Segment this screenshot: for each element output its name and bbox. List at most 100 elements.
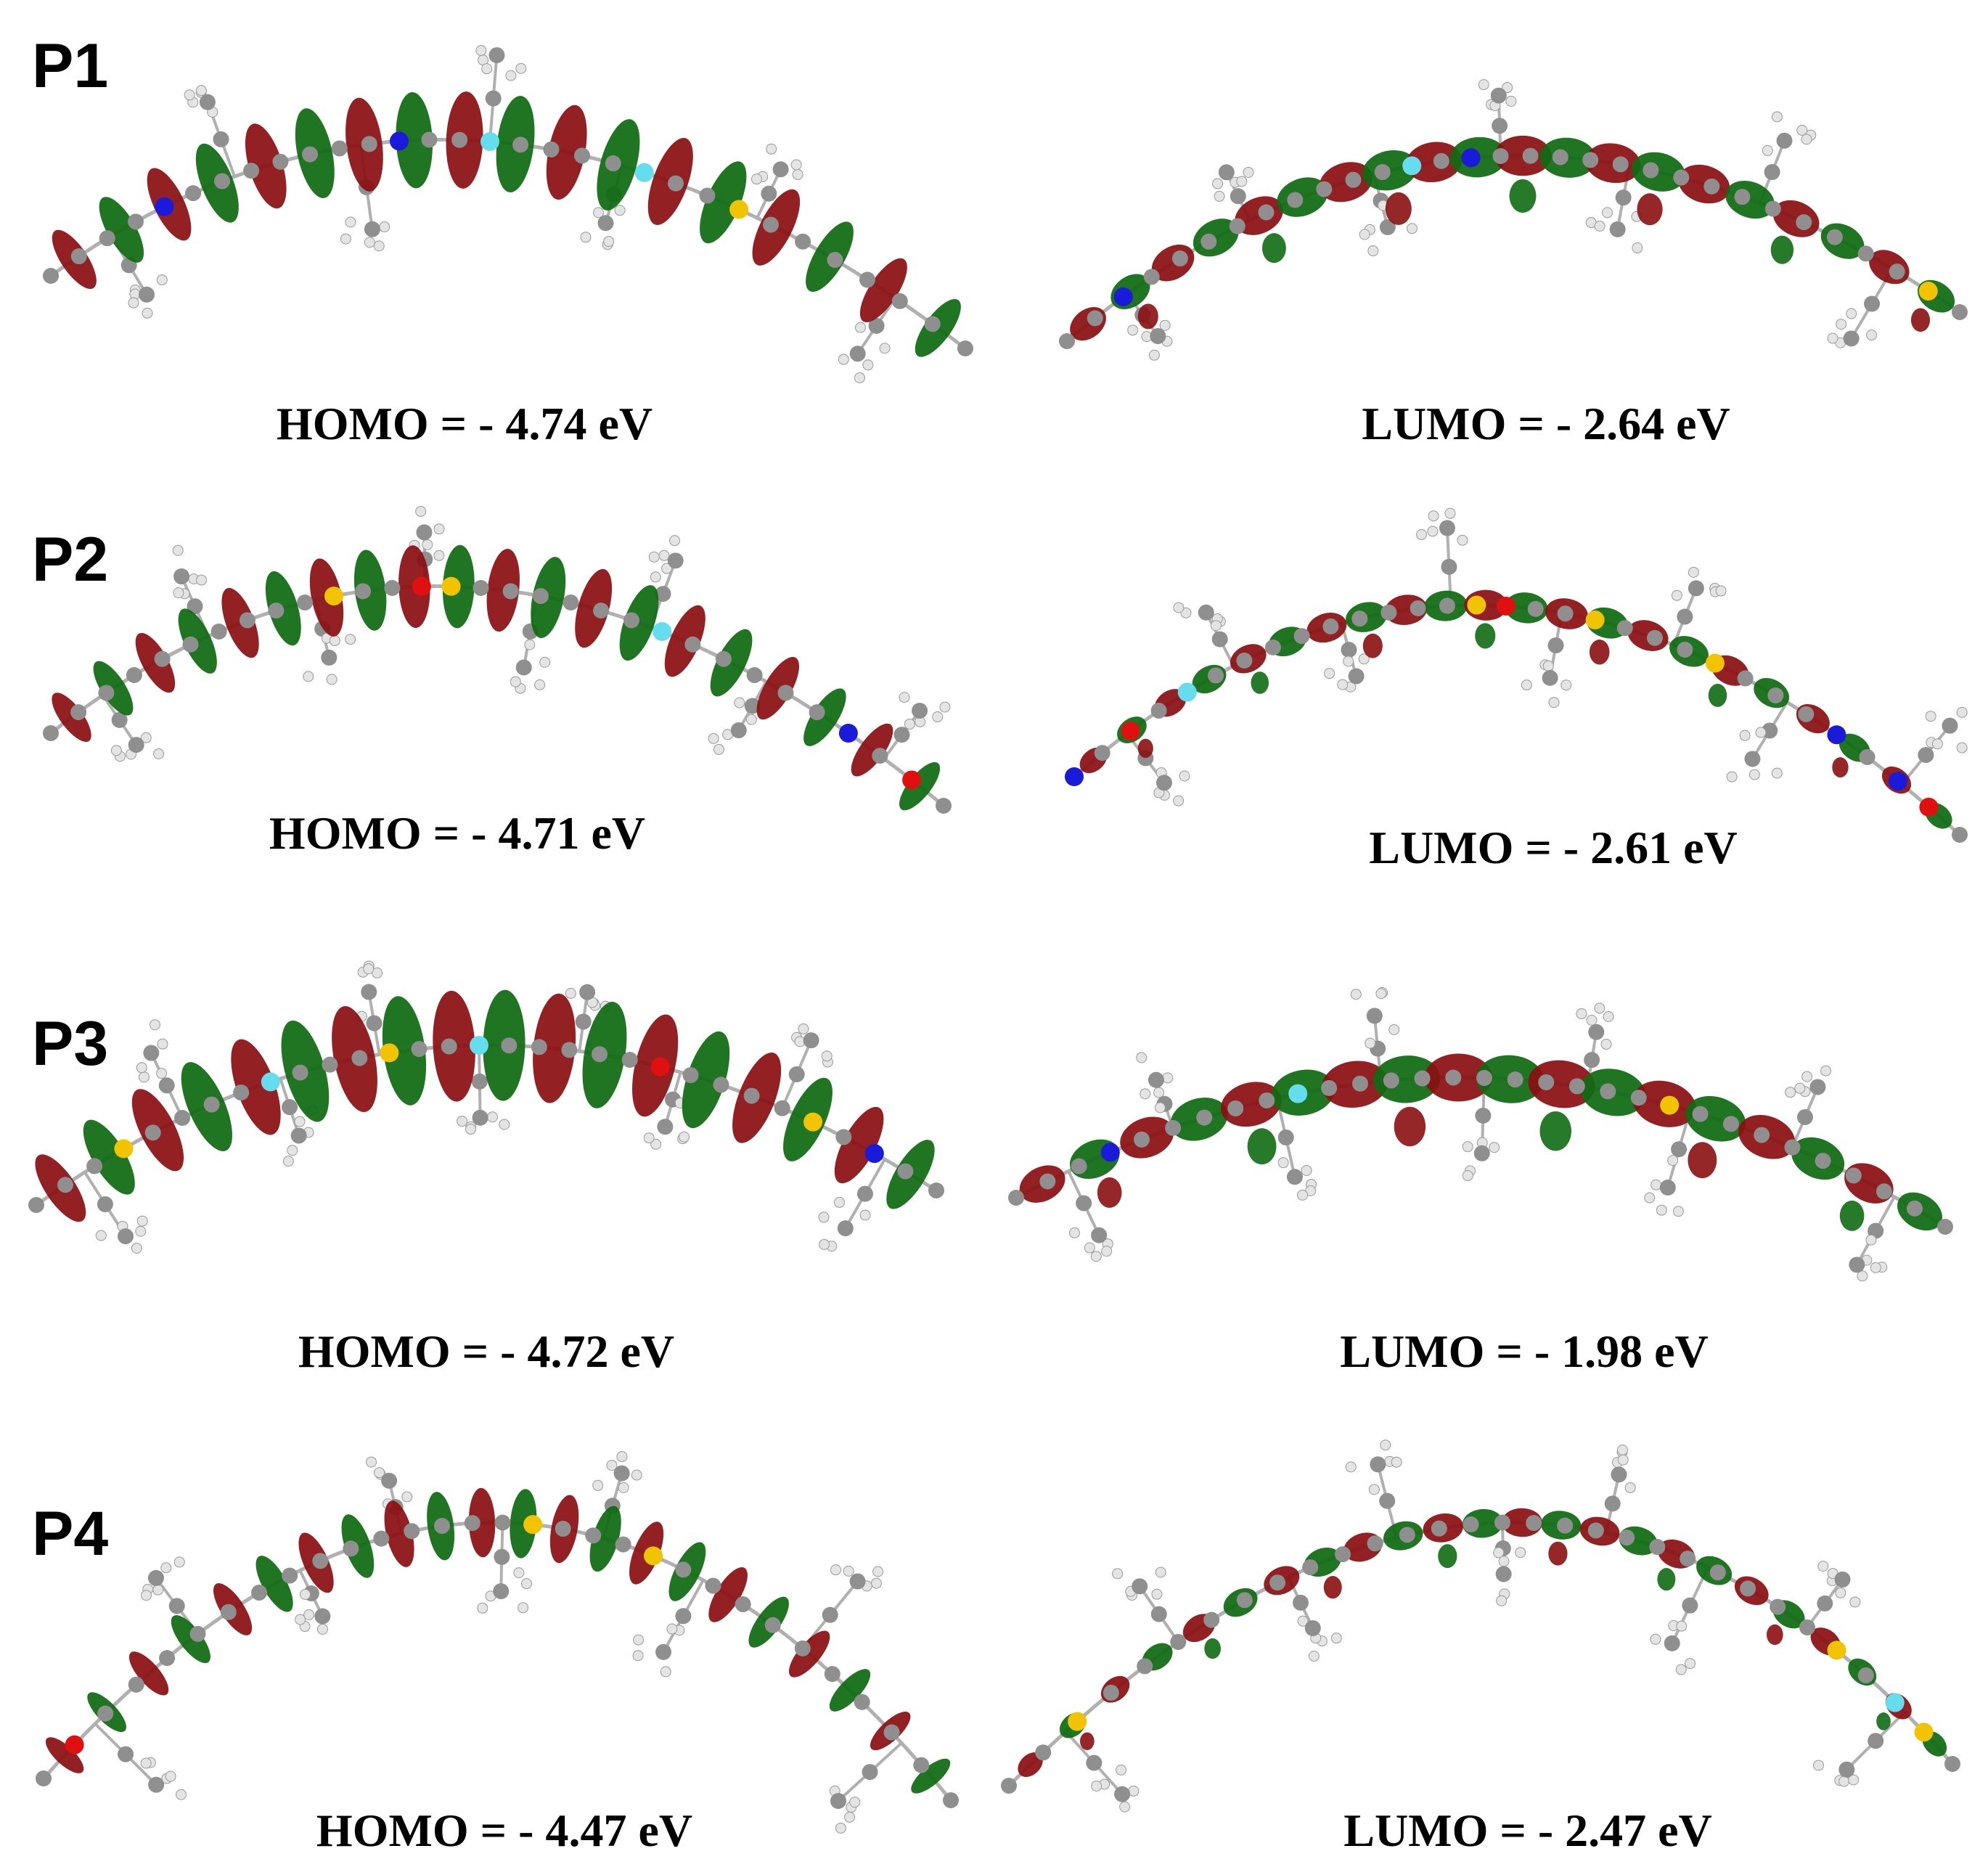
hydrogen-atom — [1656, 1204, 1667, 1216]
hydrogen-atom — [521, 1578, 533, 1590]
hydrogen-atom — [1542, 660, 1554, 671]
orbital-lobe — [1548, 1541, 1568, 1566]
hydrogen-atom — [282, 1156, 294, 1167]
hydrogen-atom — [1548, 697, 1560, 708]
sulfur-atom — [1918, 282, 1938, 301]
carbon-atom — [561, 1042, 578, 1058]
hydrogen-atom — [899, 692, 910, 703]
carbon-atom — [1542, 669, 1558, 686]
sulfur-atom — [324, 587, 343, 606]
carbon-atom — [98, 685, 115, 701]
orbital-lobe — [99, 197, 144, 263]
carbon-atom — [213, 131, 229, 147]
carbon-atom — [1692, 1106, 1709, 1122]
hydrogen-atom — [141, 1590, 152, 1601]
hydrogen-atom — [1173, 602, 1185, 613]
carbon-atom — [214, 173, 230, 189]
carbon-atom — [1527, 600, 1544, 617]
carbon-atom — [312, 1553, 329, 1569]
carbon-atom — [1740, 1580, 1756, 1597]
carbon-atom — [494, 1548, 510, 1565]
carbon-atom — [1277, 1129, 1294, 1145]
hydrogen-atom — [1277, 1157, 1289, 1169]
orbital-lobe — [1766, 1624, 1783, 1646]
carbon-atom — [1952, 827, 1968, 843]
hydrogen-atom — [1672, 1206, 1684, 1217]
carbon-atom — [1526, 1515, 1542, 1532]
hydrogen-atom — [510, 676, 521, 687]
hydrogen-atom — [879, 343, 891, 354]
carbon-atom — [1737, 670, 1754, 687]
orbital-lobe — [710, 629, 753, 697]
hydrogen-atom — [157, 1038, 168, 1050]
hydrogen-atom — [518, 1602, 529, 1614]
carbon-atom — [1584, 1052, 1600, 1069]
carbon-atom — [154, 650, 171, 667]
hydrogen-atom — [1817, 1561, 1829, 1572]
carbon-atom — [854, 1694, 870, 1710]
hydrogen-atom — [1794, 1082, 1806, 1094]
carbon-atom — [355, 583, 372, 600]
carbon-atom — [1203, 1611, 1220, 1628]
hydrogen-atom — [1350, 989, 1362, 1000]
orbital-lobe — [171, 1615, 210, 1664]
carbon-atom — [1059, 333, 1075, 349]
orbital-lobe — [1528, 1060, 1595, 1108]
hydrogen-atom — [766, 143, 777, 155]
carbon-atom — [1671, 1141, 1688, 1158]
carbon-atom — [1799, 1619, 1815, 1635]
carbon-atom — [43, 725, 59, 741]
orbital-lobe — [1637, 193, 1663, 226]
hydrogen-atom — [792, 169, 803, 181]
orbital-lobe — [1251, 671, 1269, 694]
carbon-atom — [883, 1724, 900, 1741]
carbon-atom — [321, 649, 338, 666]
hydrogen-atom — [750, 173, 762, 185]
carbon-atom — [220, 1604, 237, 1620]
homo-label-p3: HOMO = - 4.72 eV — [298, 1325, 675, 1377]
hydrogen-atom — [1956, 742, 1968, 753]
carbon-atom — [1612, 156, 1629, 173]
oxygen-atom — [1497, 597, 1515, 616]
hydrogen-atom — [1444, 507, 1456, 519]
hydrogen-atom — [1155, 1566, 1166, 1578]
sulfur-atom — [523, 1515, 543, 1535]
carbon-atom — [1208, 667, 1224, 684]
carbon-atom — [655, 1643, 672, 1660]
hydrogen-atom — [658, 550, 670, 561]
carbon-atom — [684, 636, 701, 653]
nitrogen-atom — [1888, 772, 1907, 791]
carbon-atom — [1287, 192, 1304, 208]
hydrogen-atom — [195, 85, 207, 97]
carbon-atom — [473, 580, 489, 596]
hydrogen-atom — [300, 1588, 311, 1600]
hydrogen-atom — [1140, 1088, 1151, 1100]
carbon-atom — [913, 1757, 930, 1773]
hydrogen-atom — [1428, 510, 1439, 522]
carbon-atom — [1798, 706, 1815, 722]
nitrogen-atom — [1100, 1143, 1120, 1162]
carbon-atom — [657, 1119, 674, 1135]
hydrogen-atom — [1136, 1052, 1148, 1063]
hydrogen-atom — [1180, 607, 1192, 618]
carbon-atom — [1374, 164, 1391, 181]
hydrogen-atom — [481, 63, 493, 75]
hydrogen-atom — [128, 297, 139, 309]
hydrogen-atom — [401, 1491, 413, 1503]
oxygen-atom — [650, 1057, 670, 1077]
carbon-atom — [1582, 152, 1599, 168]
hydrogen-atom — [1345, 1461, 1357, 1473]
hydrogen-atom — [854, 322, 866, 333]
nitrogen-atom — [155, 197, 174, 216]
carbon-atom — [361, 136, 377, 152]
hydrogen-atom — [1644, 1192, 1656, 1204]
carbon-atom — [199, 94, 216, 110]
carbon-atom — [532, 588, 549, 605]
hydrogen-atom — [932, 711, 944, 723]
hydrogen-atom — [363, 963, 375, 975]
hydrogen-atom — [135, 1225, 147, 1237]
carbon-atom — [1643, 162, 1659, 179]
hydrogen-atom — [172, 544, 184, 556]
hydrogen-atom — [843, 1565, 854, 1577]
carbon-atom — [182, 636, 199, 653]
